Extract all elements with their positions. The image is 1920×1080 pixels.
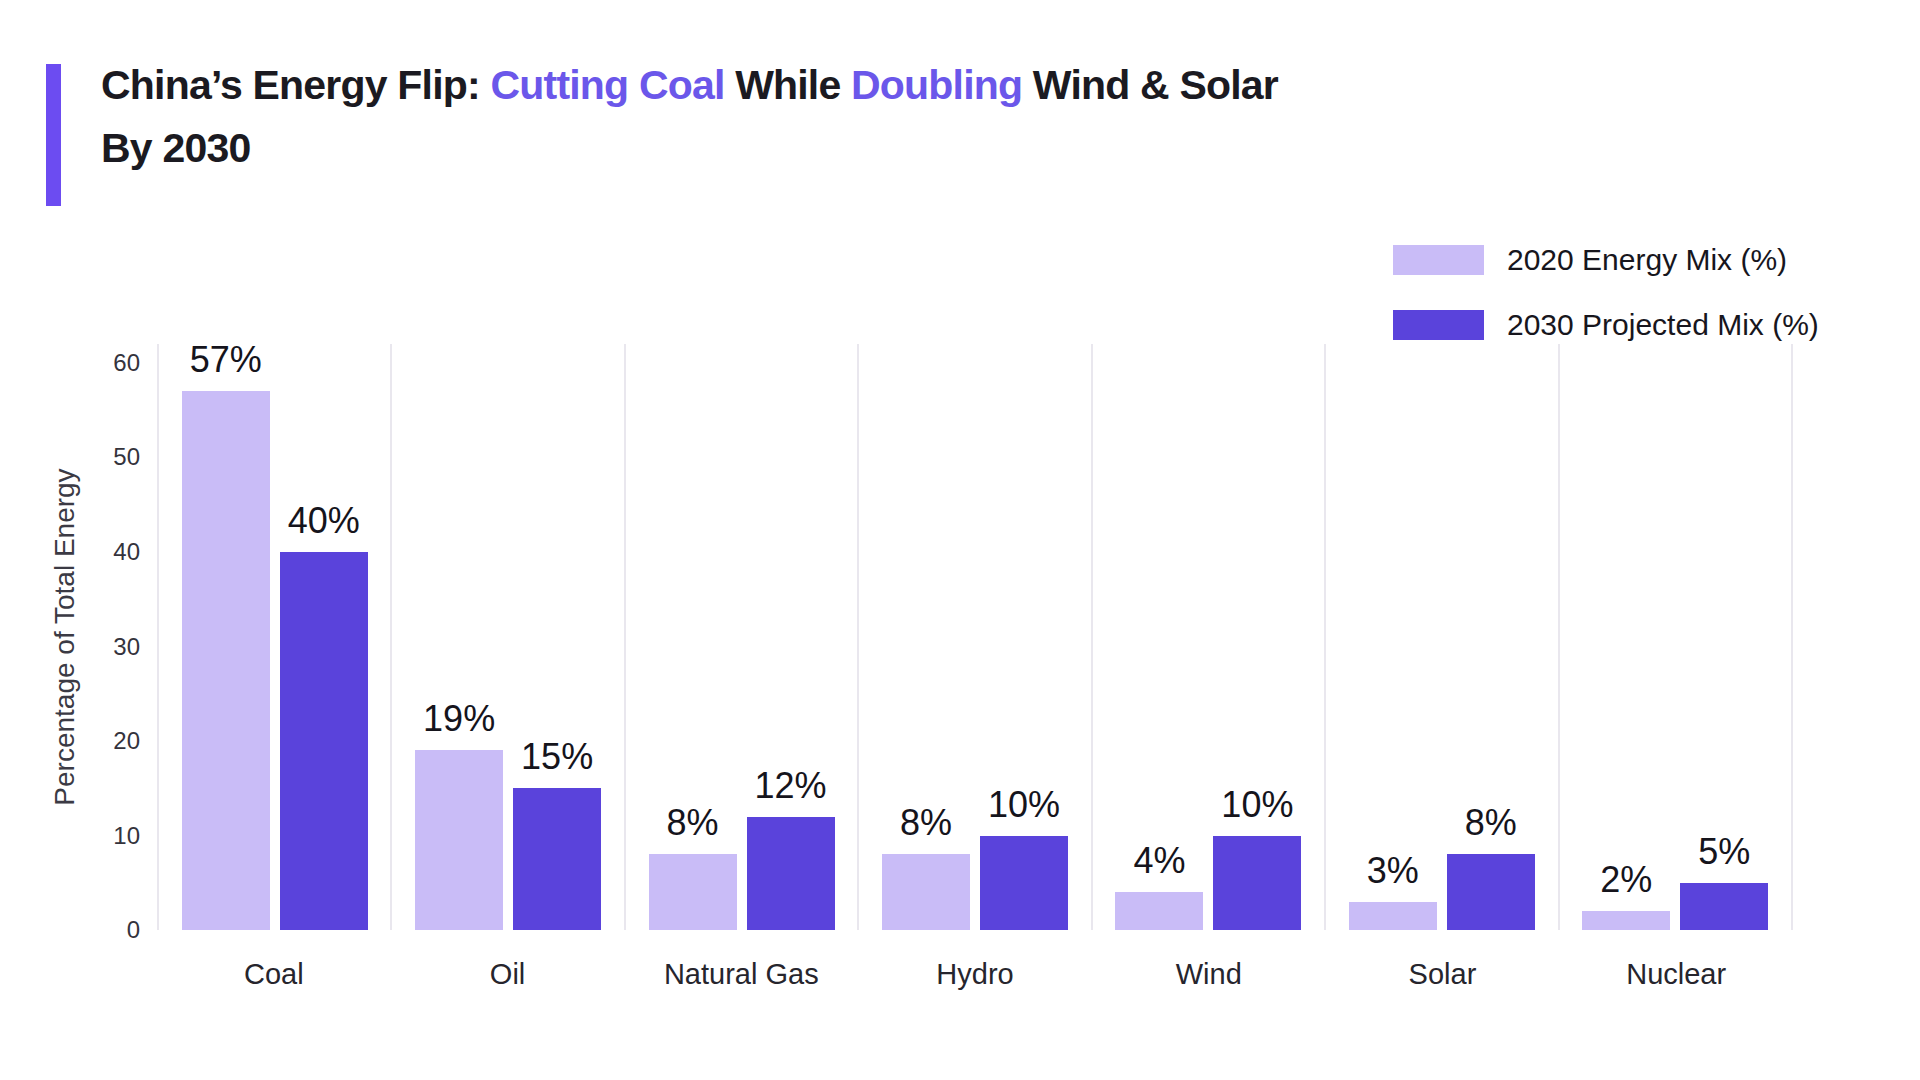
legend-label-2020: 2020 Energy Mix (%)	[1507, 243, 1787, 277]
bar-2020-nuclear	[1582, 911, 1670, 930]
legend-swatch-2030	[1393, 310, 1484, 340]
legend-swatch-2020	[1393, 245, 1484, 275]
y-axis-tick-0: 0	[60, 916, 140, 944]
infographic-page: China’s Energy Flip: Cutting Coal While …	[0, 0, 1920, 1080]
bar-slot-solar-2020: 3%	[1349, 850, 1437, 930]
bar-value-label: 8%	[900, 802, 952, 844]
bar-slot-coal-2020: 57%	[182, 339, 270, 930]
title-text-3: Wind & Solar	[1022, 62, 1278, 108]
x-axis-label-hydro: Hydro	[858, 958, 1092, 991]
bar-slot-solar-2030: 8%	[1447, 802, 1535, 930]
bar-2020-coal	[182, 391, 270, 930]
bar-group-wind: 4% 10%	[1091, 344, 1324, 930]
y-axis-tick-50: 50	[60, 443, 140, 471]
bar-2020-hydro	[882, 854, 970, 930]
bar-value-label: 5%	[1698, 831, 1750, 873]
plot-area: 57%40% 19% 15% 8% 12% 8% 10% 4% 10% 3% 8% 2% 5%	[157, 344, 1793, 930]
legend-label-2030: 2030 Projected Mix (%)	[1507, 308, 1819, 342]
bar-value-label: 8%	[1465, 802, 1517, 844]
bar-group-natural-gas: 8% 12%	[624, 344, 857, 930]
title-highlight-doubling: Doubling	[851, 62, 1022, 108]
x-axis-label-oil: Oil	[391, 958, 625, 991]
x-axis-label-nuclear: Nuclear	[1559, 958, 1793, 991]
bar-slot-hydro-2020: 8%	[882, 802, 970, 930]
y-axis-tick-10: 10	[60, 822, 140, 850]
y-axis-title: Percentage of Total Energy	[49, 468, 81, 805]
bar-value-label: 2%	[1600, 859, 1652, 901]
bar-2020-oil	[415, 750, 503, 930]
bar-slot-natural-gas-2030: 12%	[747, 765, 835, 930]
x-axis-label-solar: Solar	[1326, 958, 1560, 991]
bar-value-label: 12%	[755, 765, 827, 807]
bar-2030-solar	[1447, 854, 1535, 930]
y-axis-tick-60: 60	[60, 349, 140, 377]
page-title: China’s Energy Flip: Cutting Coal While …	[101, 54, 1721, 180]
title-text-1: China’s Energy Flip:	[101, 62, 490, 108]
bar-slot-coal-2030: 40%	[280, 500, 368, 930]
bar-value-label: 4%	[1133, 840, 1185, 882]
title-text-4: By 2030	[101, 125, 250, 171]
x-axis-labels: CoalOilNatural GasHydroWindSolarNuclear	[157, 958, 1793, 991]
title-accent-bar	[46, 64, 61, 206]
title-highlight-cutting-coal: Cutting Coal	[490, 62, 724, 108]
legend-item-2030: 2030 Projected Mix (%)	[1393, 310, 1819, 340]
bar-group-nuclear: 2% 5%	[1558, 344, 1791, 930]
bar-2030-oil	[513, 788, 601, 930]
x-axis-label-wind: Wind	[1092, 958, 1326, 991]
x-axis-label-natural-gas: Natural Gas	[624, 958, 858, 991]
bar-value-label: 3%	[1367, 850, 1419, 892]
bar-group-oil: 19% 15%	[390, 344, 623, 930]
bar-2020-wind	[1115, 892, 1203, 930]
bar-2030-coal	[280, 552, 368, 930]
bar-group-hydro: 8% 10%	[857, 344, 1090, 930]
bar-slot-oil-2020: 19%	[415, 698, 503, 930]
bar-group-solar: 3% 8%	[1324, 344, 1557, 930]
bar-value-label: 10%	[1221, 784, 1293, 826]
bar-2030-natural-gas	[747, 817, 835, 930]
bar-slot-wind-2020: 4%	[1115, 840, 1203, 930]
bar-value-label: 8%	[667, 802, 719, 844]
bar-slot-nuclear-2030: 5%	[1680, 831, 1768, 930]
bar-value-label: 19%	[423, 698, 495, 740]
bar-2030-hydro	[980, 836, 1068, 931]
title-text-2: While	[725, 62, 852, 108]
bar-value-label: 57%	[190, 339, 262, 381]
bar-value-label: 10%	[988, 784, 1060, 826]
bar-2030-wind	[1213, 836, 1301, 931]
bar-2020-natural-gas	[649, 854, 737, 930]
bar-slot-nuclear-2020: 2%	[1582, 859, 1670, 930]
bar-slot-oil-2030: 15%	[513, 736, 601, 930]
bar-slot-hydro-2030: 10%	[980, 784, 1068, 931]
bar-value-label: 15%	[521, 736, 593, 778]
bar-group-coal: 57%40%	[157, 344, 390, 930]
bar-slot-natural-gas-2020: 8%	[649, 802, 737, 930]
bar-2030-nuclear	[1680, 883, 1768, 930]
bar-value-label: 40%	[288, 500, 360, 542]
legend-item-2020: 2020 Energy Mix (%)	[1393, 245, 1819, 275]
x-axis-label-coal: Coal	[157, 958, 391, 991]
bar-2020-solar	[1349, 902, 1437, 930]
bar-slot-wind-2030: 10%	[1213, 784, 1301, 931]
